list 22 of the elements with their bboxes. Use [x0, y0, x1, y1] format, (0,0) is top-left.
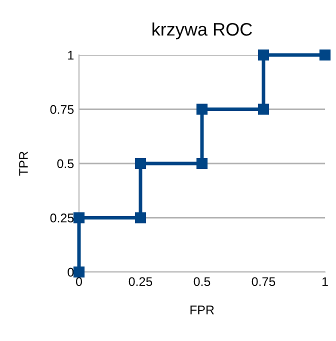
x-tick-label: 0.5: [194, 277, 210, 286]
y-tick-label: 0.75: [50, 105, 74, 114]
x-tick-label: 0: [76, 277, 82, 286]
point: [258, 49, 270, 61]
x-tick-label: 0.25: [128, 277, 152, 286]
point: [196, 104, 208, 115]
chart-title: krzywa ROC: [152, 22, 252, 40]
y-axis-title: TPR: [19, 152, 28, 176]
point: [258, 104, 270, 115]
point: [134, 212, 146, 224]
y-tick-label: 0: [68, 268, 74, 277]
point: [319, 49, 331, 61]
y-tick-label: 1: [68, 50, 74, 60]
point: [73, 266, 85, 278]
point: [196, 158, 208, 170]
y-tick-label: 0.25: [50, 214, 74, 222]
point: [134, 158, 146, 170]
x-tick-label: 0.75: [252, 277, 276, 286]
y-tick-label: 0.5: [57, 159, 74, 168]
point: [73, 212, 85, 224]
x-axis-title: FPR: [190, 306, 214, 314]
x-tick-label: 1: [322, 277, 328, 286]
